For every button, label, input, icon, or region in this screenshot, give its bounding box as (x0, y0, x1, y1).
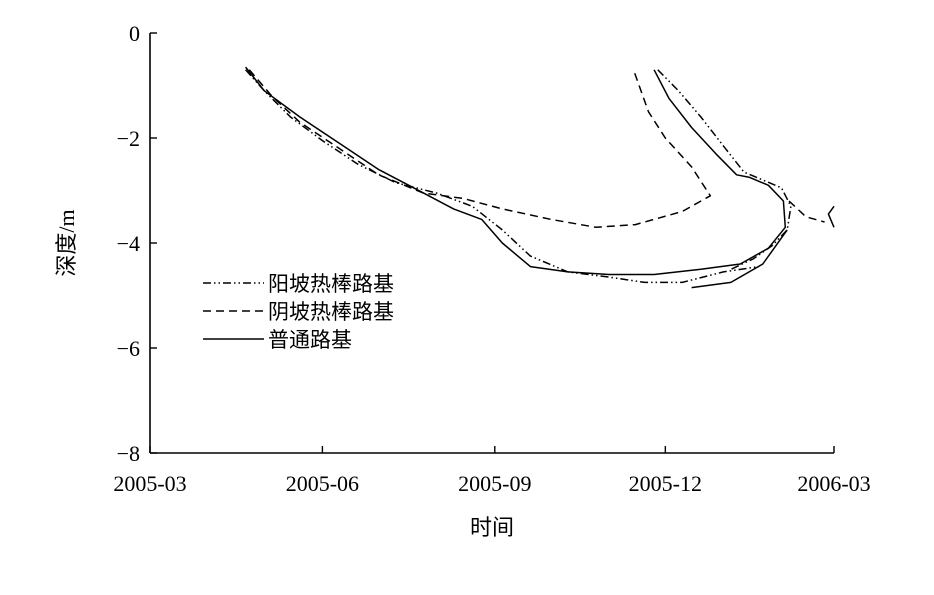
y-tick-label: 0 (129, 21, 140, 46)
series-line (788, 200, 825, 223)
y-tick-label: −2 (117, 126, 140, 151)
legend-label: 阴坡热棒路基 (268, 300, 394, 324)
y-tick-label: −6 (117, 336, 140, 361)
plot-lines (245, 66, 835, 289)
series-line (248, 69, 712, 229)
series-line (691, 229, 788, 289)
x-ticks: 2005-03 2005-06 2005-09 2005-12 2006-03 (113, 446, 871, 496)
x-tick-label: 2005-03 (113, 471, 186, 496)
series-line (245, 66, 787, 276)
legend-label: 阳坡热棒路基 (268, 272, 394, 296)
x-tick-label: 2005-06 (286, 471, 359, 496)
series-line (827, 205, 835, 228)
legend-label: 普通路基 (268, 328, 352, 352)
x-tick-label: 2005-12 (629, 471, 702, 496)
x-tick-label: 2006-03 (797, 471, 870, 496)
y-tick-label: −4 (117, 231, 140, 256)
axes: 0−2−4−6−8 2005-03 2005-06 2005-09 2005-12 20… (113, 21, 870, 496)
x-axis-title: 时间 (470, 515, 514, 540)
y-tick-label: −8 (117, 441, 140, 466)
series-line (245, 69, 760, 284)
y-ticks: 0 −2 −4 −6 −8 (117, 21, 157, 466)
y-axis-title: 深度/m (54, 209, 79, 276)
series-line (657, 69, 792, 270)
x-tick-label: 2005-09 (458, 471, 531, 496)
